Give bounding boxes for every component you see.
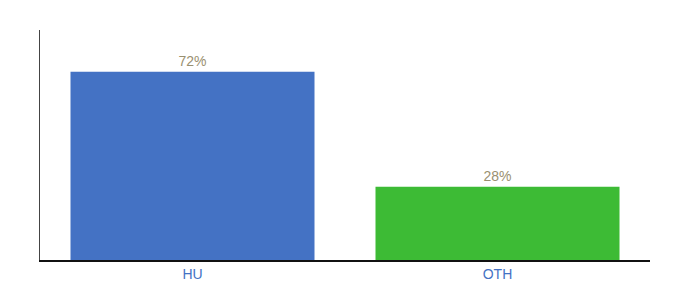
svg-text:OTH: OTH <box>483 266 513 282</box>
svg-text:72%: 72% <box>178 53 206 69</box>
svg-text:HU: HU <box>182 266 202 282</box>
svg-text:28%: 28% <box>483 168 511 184</box>
